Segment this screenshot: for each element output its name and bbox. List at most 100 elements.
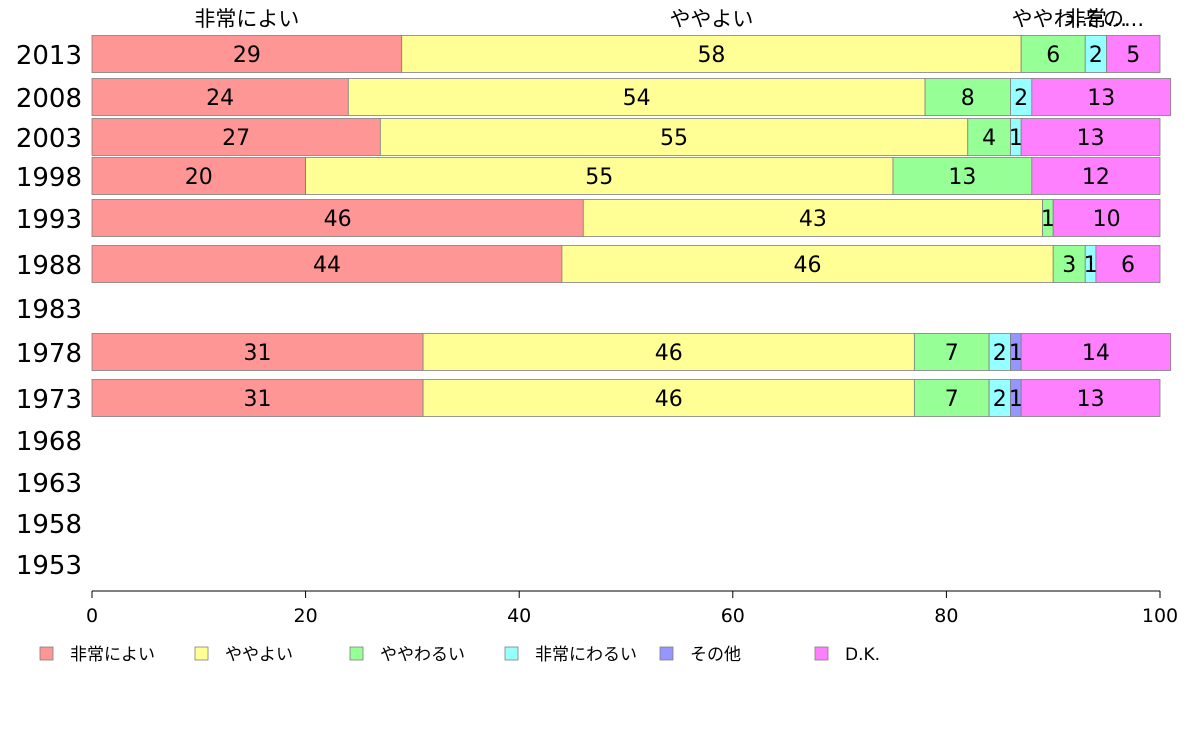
bar-value-label: 5 (1126, 43, 1140, 68)
bar-segment (1020, 118, 1161, 156)
legend: 非常によい ややよい ややわるい 非常にわるい その他 D.K. (39, 645, 880, 665)
bar-segment (305, 157, 894, 195)
top-category-label: ややよい (669, 7, 753, 31)
y-tick-label: 1988 (16, 251, 82, 281)
bar-value-label: 2 (993, 387, 1007, 412)
bar-value-label: 55 (660, 126, 688, 151)
bar-value-label: 10 (1093, 207, 1121, 232)
top-category-label: 非常... (1065, 7, 1127, 31)
legend-label: D.K. (845, 645, 880, 665)
bar-value-label: 12 (1082, 165, 1110, 190)
y-tick-label: 1993 (16, 205, 82, 235)
bar-segment (1020, 379, 1161, 417)
bar-segment (1031, 157, 1161, 195)
x-tick-label: 0 (86, 605, 98, 627)
bar-segment (1020, 333, 1172, 371)
bar-segment (892, 157, 1033, 195)
bar-value-label: 13 (1087, 86, 1115, 111)
bar-segment (91, 78, 349, 116)
bar-value-label: 46 (655, 387, 683, 412)
bar-segment (913, 333, 990, 371)
bar-segment (924, 78, 1011, 116)
top-category-labels: 非常によい ややよい ややわ...非常...その... (194, 7, 1144, 31)
bar-value-label: 13 (948, 165, 976, 190)
top-category-label: 非常によい (194, 7, 299, 31)
bar-value-label: 7 (945, 387, 959, 412)
bar-segment (91, 245, 563, 283)
bar-value-label: 2 (1089, 43, 1103, 68)
bar-segment (91, 118, 381, 156)
legend-label: 非常によい (70, 645, 155, 665)
y-tick-label: 1973 (16, 385, 82, 415)
bar-segment (91, 157, 307, 195)
x-tick-label: 40 (507, 605, 531, 627)
legend-label: その他 (690, 645, 741, 665)
bar-value-label: 31 (244, 341, 272, 366)
x-tick-label: 80 (934, 605, 958, 627)
x-axis: 0 20 40 60 80 100 (86, 590, 1178, 627)
bar-value-label: 44 (313, 253, 341, 278)
bar-value-label: 8 (961, 86, 975, 111)
bar-segment (1095, 245, 1161, 283)
y-tick-label: 1958 (16, 510, 82, 540)
bar-segment (1106, 35, 1161, 73)
y-tick-label: 2013 (16, 41, 82, 71)
bar-value-label: 13 (1077, 387, 1105, 412)
bar-segment (91, 35, 403, 73)
x-tick-label: 100 (1142, 605, 1178, 627)
top-category-label: その... (1082, 7, 1144, 31)
bar-value-label: 29 (233, 43, 261, 68)
bar-value-label: 6 (1046, 43, 1060, 68)
bar-value-label: 6 (1121, 253, 1135, 278)
bar-value-label: 24 (206, 86, 234, 111)
bar-value-label: 2 (1014, 86, 1028, 111)
bar-value-label: 20 (185, 165, 213, 190)
bar-segment (582, 199, 1043, 237)
bar-value-label: 43 (799, 207, 827, 232)
bar-value-label: 46 (794, 253, 822, 278)
bar-segment (561, 245, 1054, 283)
legend-label: ややわるい (380, 645, 465, 665)
bar-value-label: 46 (655, 341, 683, 366)
legend-swatch (349, 646, 364, 661)
bar-value-label: 1 (1009, 387, 1023, 412)
bar-value-label: 2 (993, 341, 1007, 366)
y-tick-label: 1963 (16, 469, 82, 499)
x-tick-label: 20 (294, 605, 318, 627)
y-tick-label: 2003 (16, 124, 82, 154)
bar-value-label: 27 (222, 126, 250, 151)
top-category-label: ややわ... (1012, 7, 1095, 31)
bar-segment (967, 118, 1011, 156)
bar-value-label: 58 (697, 43, 725, 68)
legend-swatch (814, 646, 829, 661)
y-tick-label: 2008 (16, 84, 82, 114)
bar-value-label: 1 (1009, 126, 1023, 151)
bar-segment (379, 118, 969, 156)
bar-value-label: 55 (585, 165, 613, 190)
bar-value-label: 4 (982, 126, 996, 151)
y-tick-label: 1998 (16, 163, 82, 193)
y-tick-label: 1968 (16, 427, 82, 457)
legend-swatch (504, 646, 519, 661)
bar-segment (1052, 199, 1161, 237)
legend-swatch (39, 646, 54, 661)
bar-segment (422, 333, 915, 371)
bar-value-label: 31 (244, 387, 272, 412)
y-axis-labels: 2013 2008 2003 1998 1993 1988 1983 1978 1973 1968… (16, 41, 82, 581)
bar-segment (422, 379, 915, 417)
bar-segment (913, 379, 990, 417)
bar-value-label: 13 (1077, 126, 1105, 151)
legend-swatch (194, 646, 209, 661)
legend-label: ややよい (225, 645, 293, 665)
y-tick-label: 1978 (16, 339, 82, 369)
bar-value-label: 1 (1009, 341, 1023, 366)
bar-value-label: 7 (945, 341, 959, 366)
bar-value-label: 1 (1084, 253, 1098, 278)
x-tick-label: 60 (721, 605, 745, 627)
legend-label: 非常にわるい (535, 645, 637, 665)
bar-value-label: 3 (1062, 253, 1076, 278)
bar-value-label: 1 (1041, 207, 1055, 232)
y-tick-label: 1983 (16, 295, 82, 325)
